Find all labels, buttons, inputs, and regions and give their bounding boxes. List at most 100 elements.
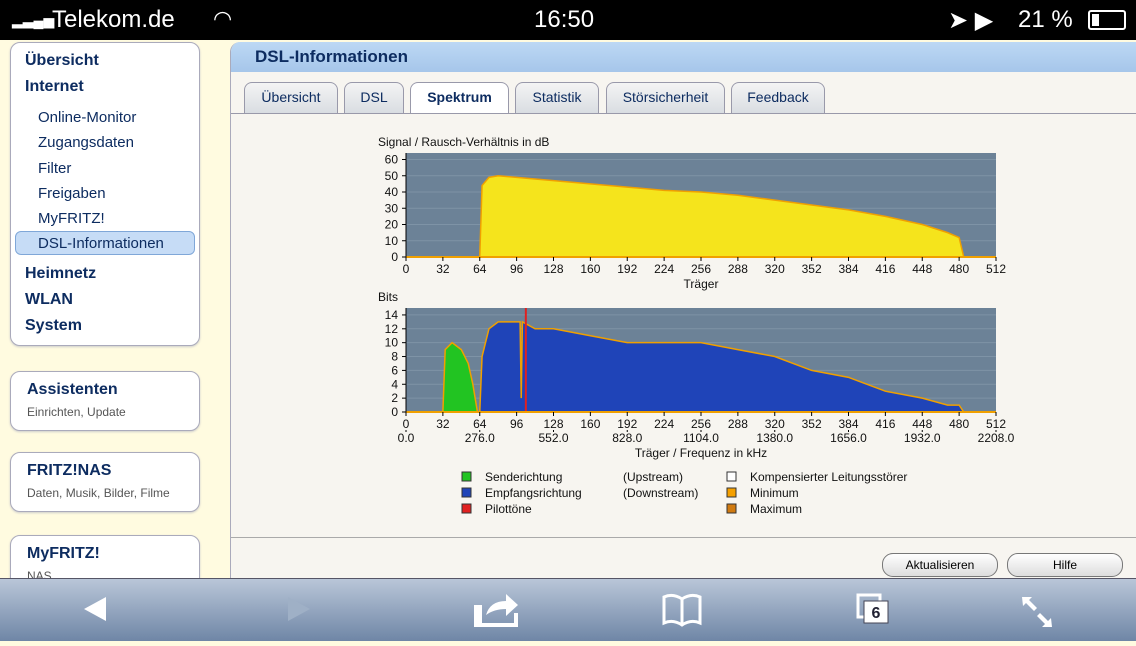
- submenu-item[interactable]: Freigaben: [38, 185, 106, 202]
- legend-label: Maximum: [750, 502, 802, 516]
- tabs-button-front: [863, 600, 889, 624]
- y-tick-label: 2: [391, 391, 398, 405]
- menu-item[interactable]: Übersicht: [25, 52, 99, 69]
- x-tick-label: 128: [543, 417, 563, 431]
- y-tick-label: 0: [391, 250, 398, 264]
- submenu-item[interactable]: MyFRITZ!: [38, 210, 105, 227]
- tab[interactable]: Statistik: [515, 82, 599, 113]
- x2-tick-label: 2208.0: [978, 431, 1015, 445]
- x-tick-label: 288: [728, 262, 748, 276]
- submenu-item[interactable]: Zugangsdaten: [38, 134, 134, 151]
- x-tick-label: 256: [691, 417, 711, 431]
- x-tick-label: 192: [617, 417, 637, 431]
- box-text: Daten, Musik, Bilder, Filme: [27, 486, 170, 500]
- y-axis-label: Bits: [378, 290, 398, 304]
- y-tick-label: 40: [385, 185, 399, 199]
- legend-label: Empfangsrichtung: [485, 486, 582, 500]
- button[interactable]: Hilfe: [1007, 553, 1123, 577]
- y-tick-label: 10: [385, 234, 399, 248]
- x-tick-label: 480: [949, 262, 969, 276]
- x-tick-label: 320: [765, 262, 785, 276]
- tab[interactable]: Störsicherheit: [606, 82, 725, 113]
- menu-item[interactable]: Internet: [25, 78, 84, 95]
- x-tick-label: 160: [580, 262, 600, 276]
- x-axis-label: Träger / Frequenz in kHz: [635, 446, 767, 460]
- data-area: [478, 320, 966, 413]
- x2-tick-label: 1104.0: [683, 431, 719, 445]
- x-tick-label: 384: [838, 417, 858, 431]
- y-tick-label: 8: [391, 350, 398, 364]
- x-tick-label: 32: [436, 262, 450, 276]
- box-title: FRITZ!NAS: [27, 462, 112, 479]
- data-area: [442, 341, 479, 413]
- x-tick-label: 128: [543, 262, 563, 276]
- x-tick-label: 512: [986, 262, 1006, 276]
- x-tick-label: 224: [654, 417, 674, 431]
- x2-tick-label: 1380.0: [756, 431, 793, 445]
- data-area: [478, 174, 965, 258]
- x-tick-label: 288: [728, 417, 748, 431]
- y-tick-label: 12: [385, 322, 399, 336]
- menu-item[interactable]: System: [25, 317, 82, 334]
- tab[interactable]: Feedback: [731, 82, 825, 113]
- legend-label: Minimum: [750, 486, 799, 500]
- y-tick-label: 20: [385, 218, 399, 232]
- y-tick-label: 4: [391, 377, 398, 391]
- legend-label: Kompensierter Leitungsstörer: [750, 470, 907, 484]
- x2-tick-label: 552.0: [538, 431, 568, 445]
- x-axis-label: Träger: [684, 277, 719, 291]
- menu-item[interactable]: WLAN: [25, 291, 73, 308]
- y-tick-label: 10: [385, 336, 399, 350]
- main-menu: Übersicht Internet Online-Monitor Zugang…: [10, 42, 200, 346]
- button[interactable]: Aktualisieren: [882, 553, 998, 577]
- legend-swatch: [726, 471, 737, 482]
- y-tick-label: 14: [385, 308, 399, 322]
- x-tick-label: 352: [802, 417, 822, 431]
- clock: 16:50: [534, 6, 595, 33]
- box-text: Einrichten, Update: [27, 405, 126, 419]
- tab[interactable]: Übersicht: [244, 82, 338, 113]
- box-title: Assistenten: [27, 381, 118, 398]
- submenu-item-active[interactable]: DSL-Informationen: [38, 235, 164, 252]
- side-box[interactable]: Assistenten Einrichten, Update: [10, 371, 200, 431]
- status-bar: ▂▃▄▅ Telekom.de ◠ 16:50 ➤ ▶ 21 %: [0, 0, 1136, 40]
- submenu-item[interactable]: Online-Monitor: [38, 109, 137, 126]
- x-tick-label: 416: [875, 417, 895, 431]
- x-tick-label: 192: [617, 262, 637, 276]
- back-button[interactable]: [84, 597, 106, 621]
- menu-item[interactable]: Heimnetz: [25, 265, 97, 282]
- x-tick-label: 320: [765, 417, 785, 431]
- legend-label: Pilottöne: [485, 502, 532, 516]
- forward-button: [288, 597, 310, 621]
- x-tick-label: 96: [510, 262, 524, 276]
- y-tick-label: 0: [391, 405, 398, 419]
- x2-tick-label: 828.0: [612, 431, 642, 445]
- x2-tick-label: 0.0: [398, 431, 415, 445]
- tab-line: [231, 113, 1136, 114]
- toolbar-icons: 6: [84, 593, 1052, 627]
- legend-swatch: [726, 503, 737, 514]
- bookmarks-button[interactable]: [662, 593, 702, 627]
- tab[interactable]: DSL: [344, 82, 404, 113]
- signal-icon: ▂▃▄▅: [12, 12, 55, 28]
- y-axis-label: Signal / Rausch-Verhältnis in dB: [378, 135, 549, 149]
- battery-icon: [1088, 10, 1126, 30]
- fullscreen-button[interactable]: [1022, 597, 1052, 627]
- x-tick-label: 64: [473, 417, 487, 431]
- share-button[interactable]: [474, 594, 518, 627]
- x-tick-label: 224: [654, 262, 674, 276]
- x-tick-label: 416: [875, 262, 895, 276]
- legend-swatch: [461, 487, 472, 498]
- x2-tick-label: 276.0: [465, 431, 495, 445]
- x-tick-label: 480: [949, 417, 969, 431]
- x-tick-label: 0: [403, 262, 410, 276]
- tab-active[interactable]: Spektrum: [410, 82, 509, 114]
- x-tick-label: 448: [912, 262, 932, 276]
- side-box[interactable]: FRITZ!NAS Daten, Musik, Bilder, Filme: [10, 452, 200, 512]
- y-tick-label: 6: [391, 363, 398, 377]
- legend-note: (Downstream): [623, 486, 698, 500]
- location-icon: ➤ ▶: [948, 7, 994, 34]
- submenu-item[interactable]: Filter: [38, 160, 72, 177]
